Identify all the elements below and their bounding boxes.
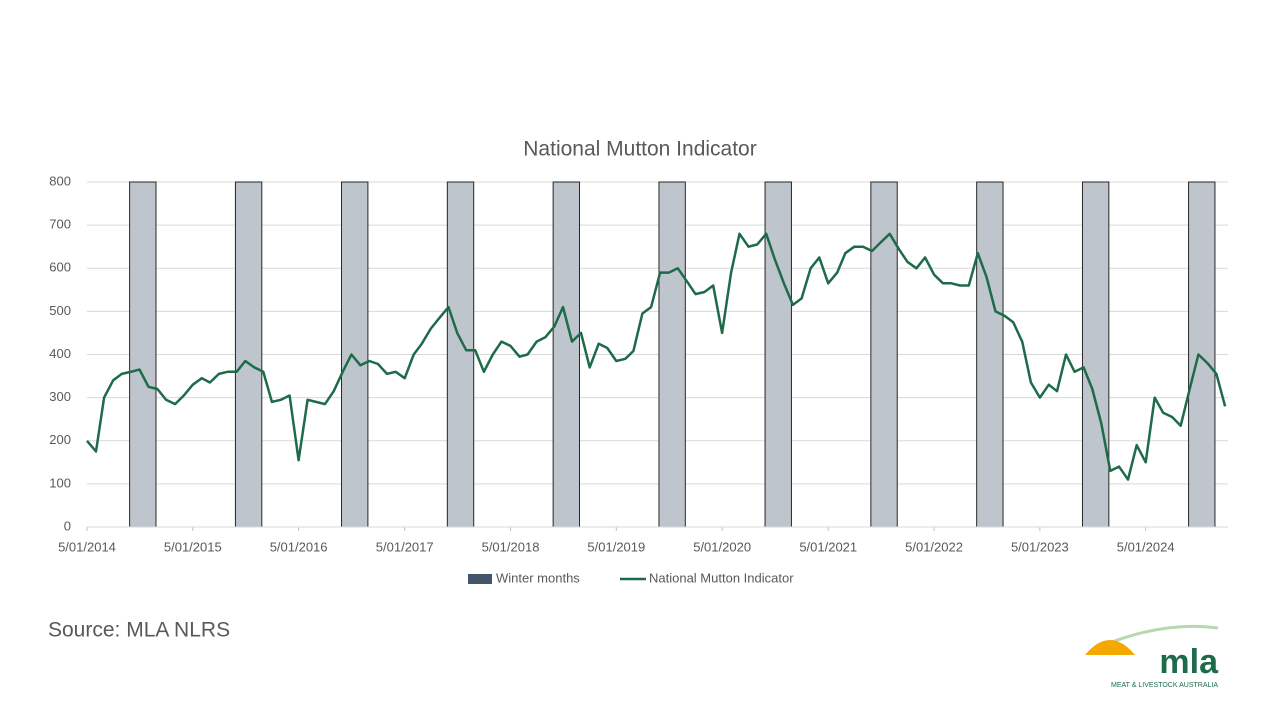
y-tick-label: 500 (49, 303, 71, 318)
x-tick-label: 5/01/2016 (270, 539, 328, 554)
x-tick-label: 5/01/2019 (587, 539, 645, 554)
logo-subtitle: MEAT & LIVESTOCK AUSTRALIA (1111, 682, 1218, 689)
y-tick-label: 100 (49, 475, 71, 490)
winter-bar (129, 181, 157, 528)
winter-bar (1188, 181, 1216, 528)
x-tick-label: 5/01/2024 (1117, 539, 1175, 554)
y-tick-label: 800 (49, 173, 71, 188)
x-tick-label: 5/01/2015 (164, 539, 222, 554)
y-tick-label: 300 (49, 389, 71, 404)
y-tick-label: 200 (49, 432, 71, 447)
x-tick-label: 5/01/2014 (58, 539, 116, 554)
winter-bar (234, 181, 263, 528)
winter-bar (658, 181, 686, 528)
legend-label: National Mutton Indicator (649, 570, 794, 585)
logo: mla MEAT & LIVESTOCK AUSTRALIA (1085, 624, 1219, 689)
x-tick-label: 5/01/2023 (1011, 539, 1069, 554)
y-tick-label: 400 (49, 346, 71, 361)
x-tick-label: 5/01/2020 (693, 539, 751, 554)
source-note: Source: MLA NLRS (48, 619, 230, 642)
y-tick-label: 700 (49, 217, 71, 232)
x-tick-label: 5/01/2018 (482, 539, 540, 554)
legend-label: Winter months (496, 570, 580, 585)
legend-swatch (468, 574, 492, 584)
logo-sun (1085, 640, 1135, 655)
chart-title: National Mutton Indicator (523, 138, 756, 161)
x-tick-label: 5/01/2017 (376, 539, 434, 554)
winter-bar (764, 181, 792, 528)
y-tick-label: 600 (49, 260, 71, 275)
winter-bar (870, 181, 898, 528)
logo-text: mla (1159, 643, 1219, 681)
winter-bar (1081, 181, 1110, 528)
winter-bar (446, 181, 475, 528)
y-tick-label: 0 (64, 518, 71, 533)
x-tick-label: 5/01/2022 (905, 539, 963, 554)
winter-bar (976, 181, 1004, 528)
winter-bar (341, 181, 369, 528)
winter-bar (552, 181, 581, 528)
line-series (86, 232, 1227, 481)
x-tick-label: 5/01/2021 (799, 539, 857, 554)
